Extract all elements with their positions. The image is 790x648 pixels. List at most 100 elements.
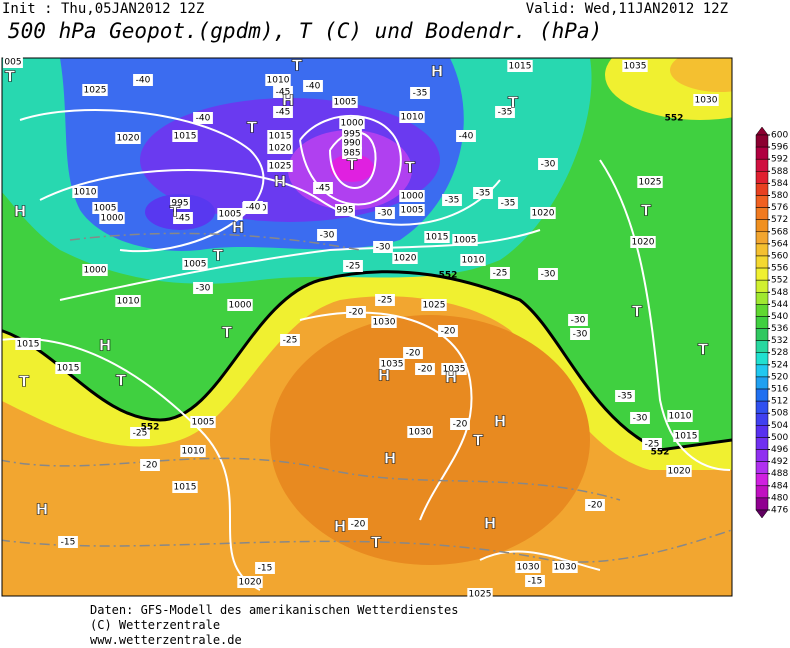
label-box: [373, 241, 393, 253]
colorbar-swatch: [755, 231, 769, 245]
temperature-label: -20: [441, 327, 456, 337]
isobar-label: 1025: [469, 590, 492, 600]
colorbar-swatch: [755, 219, 769, 233]
colorbar-swatch: [755, 340, 769, 353]
label-box: [371, 316, 397, 328]
colorbar-label: 480: [771, 493, 788, 503]
label-box: [115, 295, 141, 307]
colorbar-swatch: [755, 412, 769, 426]
label-box: [693, 94, 719, 106]
isobar-label: 1025: [639, 178, 662, 188]
label-box: [115, 132, 141, 144]
temperature-label: -15: [61, 538, 76, 548]
isobar-label: 1020: [239, 578, 262, 588]
label-box: [568, 314, 588, 326]
temperature-label: -35: [618, 392, 633, 402]
label-box: [570, 328, 590, 340]
temperature-label: -40: [459, 132, 474, 142]
pressure-center: T: [405, 159, 416, 177]
label-box: [180, 445, 206, 457]
isobar-label: 985: [343, 149, 360, 159]
isobar-label: 995: [171, 199, 188, 209]
colorbar-swatch: [755, 425, 769, 438]
pressure-center: H: [36, 501, 49, 519]
label-box: [58, 536, 78, 548]
isobar-label: 1030: [554, 563, 577, 573]
pressure-center: T: [170, 203, 181, 221]
colorbar-swatch: [755, 171, 769, 184]
isobar-label: 1010: [462, 256, 485, 266]
colorbar-swatch: [755, 195, 769, 208]
temperature-label: -45: [316, 184, 331, 194]
isobar-label: 1030: [409, 428, 432, 438]
temperature-label: -25: [133, 429, 148, 439]
temperature-label: -30: [633, 414, 648, 424]
colorbar-label: 504: [771, 421, 788, 431]
label-box: [622, 60, 648, 72]
label-box: [615, 390, 635, 402]
pressure-center: T: [222, 324, 233, 342]
label-box: [15, 338, 41, 350]
label-box: [55, 362, 81, 374]
temperature-label: -20: [406, 349, 421, 359]
isobar-label: 1000: [229, 301, 252, 311]
temperature-label: -35: [413, 89, 428, 99]
colorbar-label: 476: [771, 506, 788, 516]
isobar-label: 1020: [394, 254, 417, 264]
pressure-center: H: [14, 203, 27, 221]
label-box: [460, 254, 486, 266]
label-box: [342, 137, 362, 149]
colorbar-label: 580: [771, 191, 788, 201]
temperature-label: -40: [136, 76, 151, 86]
colorbar-label: 572: [771, 215, 788, 225]
colorbar-label: 564: [771, 239, 788, 249]
colorbar-label: 488: [771, 469, 788, 479]
label-box: [173, 212, 193, 224]
pressure-center: H: [378, 367, 391, 385]
label-box: [438, 325, 458, 337]
label-box: [403, 347, 423, 359]
pressure-center: H: [484, 515, 497, 533]
colorbar-label: 536: [771, 324, 788, 334]
map-frame: [1, 57, 733, 597]
isobar-label: 1020: [269, 144, 292, 154]
isobar-label: 1010: [267, 76, 290, 86]
label-box: [130, 427, 150, 439]
temperature-label: -25: [346, 262, 361, 272]
colorbar-label: 600: [771, 131, 788, 141]
isobar-label: 1015: [269, 132, 292, 142]
label-box: [92, 202, 118, 214]
colorbar-swatch: [755, 437, 769, 450]
label-box: [267, 142, 293, 154]
contour-label: 552: [651, 448, 670, 458]
label-box: [273, 106, 293, 118]
label-box: [82, 84, 108, 96]
isobar-label: 1005: [192, 418, 215, 428]
isobar-label: 1035: [381, 360, 404, 370]
isobar-label: 1010: [74, 188, 97, 198]
contour-label: 552: [141, 423, 160, 433]
label-box: [530, 207, 556, 219]
label-box: [170, 197, 190, 209]
temperature-label: -20: [453, 420, 468, 430]
pressure-center: H: [384, 450, 397, 468]
pressure-center: T: [5, 68, 16, 86]
isobar-label: 1010: [401, 113, 424, 123]
pressure-center: H: [232, 219, 245, 237]
label-box: [346, 306, 366, 318]
isobar-label: 1015: [57, 364, 80, 374]
isobar-label: 1030: [695, 96, 718, 106]
label-box: [379, 358, 405, 370]
pressure-center: H: [274, 173, 287, 191]
colorbar-swatch: [755, 292, 769, 305]
temperature-label: -20: [351, 520, 366, 530]
pressure-center: H: [494, 413, 507, 431]
label-box: [495, 106, 515, 118]
colorbar-label: 492: [771, 457, 788, 467]
init-time: Init : Thu,05JAN2012 12Z: [2, 1, 204, 17]
colorbar-label: 532: [771, 336, 788, 346]
label-box: [421, 299, 447, 311]
colorbar-label: 508: [771, 409, 788, 419]
